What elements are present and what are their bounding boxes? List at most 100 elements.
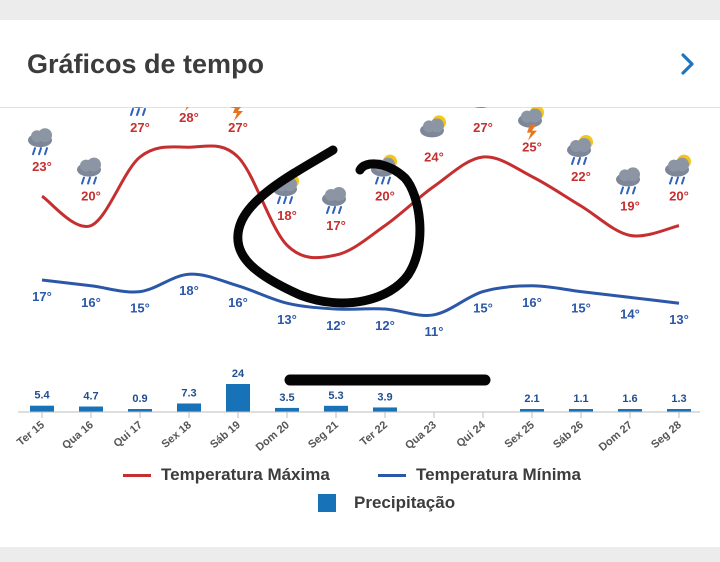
legend-item-max: Temperatura Máxima: [123, 465, 330, 485]
min-temp-label: 15°: [130, 301, 150, 316]
max-temp-label: 28°: [179, 110, 199, 125]
x-tick-label: Sáb 19: [208, 419, 243, 451]
x-tick-label: Dom 20: [254, 419, 292, 454]
hand-drawn-loop: [233, 145, 425, 308]
card-header[interactable]: Gráficos de tempo: [0, 20, 720, 108]
precip-bar: [177, 403, 201, 412]
chevron-right-icon[interactable]: [675, 50, 699, 78]
max-temp-label: 20°: [81, 189, 101, 204]
weather-chart: 23° 20° 27° 28° 27° 18° 17° 20° 24° 27° 25° 22° 19° 2…: [15, 107, 700, 454]
precip-label: 1.3: [671, 393, 686, 405]
precip-bar: [520, 409, 544, 412]
legend-label-min: Temperatura Mínima: [416, 465, 582, 484]
precip-bar: [373, 407, 397, 412]
legend-swatch-precip: [318, 494, 336, 512]
legend-label-max: Temperatura Máxima: [161, 465, 330, 484]
precip-label: 5.4: [34, 390, 50, 402]
x-tick-label: Sex 18: [159, 419, 193, 451]
max-temp-label: 27°: [473, 120, 493, 135]
precip-label: 24: [232, 368, 245, 380]
page-title: Gráficos de tempo: [27, 49, 265, 79]
min-temp-label: 16°: [81, 295, 101, 310]
x-tick-label: Seg 21: [306, 419, 341, 451]
max-temp-label: 19°: [620, 198, 640, 213]
x-tick-label: Ter 22: [358, 419, 390, 449]
chart-legend: Temperatura Máxima Temperatura Mínima Pr…: [0, 460, 720, 520]
min-temp-label: 12°: [326, 318, 346, 333]
x-axis: Ter 15 Qua 16 Qui 17 Sex 18 Sáb 19 Dom 20 Seg …: [15, 411, 700, 454]
max-temp-label: 24°: [424, 149, 444, 164]
legend-label-precip: Precipitação: [354, 493, 456, 512]
weather-icons: [28, 107, 691, 214]
legend-item-precip: Precipitação: [318, 493, 455, 513]
thunderstorm-sun-icon: [229, 107, 243, 121]
precip-label: 4.7: [83, 391, 98, 403]
min-temp-label: 18°: [179, 283, 199, 298]
min-temp-label: 15°: [473, 301, 493, 316]
temperature-lines: [41, 144, 680, 317]
min-temp-label: 13°: [277, 312, 297, 327]
precip-label: 3.5: [279, 392, 294, 404]
rain-cloud-icon: [77, 157, 101, 185]
sun-rain-cloud-icon: [665, 154, 691, 185]
max-temp-label: 17°: [326, 218, 346, 233]
precip-label: 2.1: [524, 393, 539, 405]
precip-label: 7.3: [181, 387, 196, 399]
min-temp-label: 15°: [571, 301, 591, 316]
x-tick-label: Qui 24: [454, 419, 488, 450]
precip-bar: [667, 409, 691, 412]
precip-bar: [30, 405, 54, 412]
precip-bar: [275, 407, 299, 412]
max-temp-label: 22°: [571, 169, 591, 184]
precip-bar: [618, 409, 642, 412]
x-tick-label: Sáb 26: [551, 419, 586, 451]
max-temp-label: 23°: [32, 159, 52, 174]
max-temp-label: 25°: [522, 140, 542, 155]
x-tick-label: Sex 25: [502, 419, 536, 451]
precip-label: 0.9: [132, 393, 147, 405]
max-temp-label: 18°: [277, 208, 297, 223]
rain-cloud-icon: [616, 167, 640, 195]
precip-label: 3.9: [377, 391, 392, 403]
x-tick-label: Qua 16: [60, 419, 96, 452]
sun-rain-cloud-icon: [567, 135, 593, 165]
thunderstorm-sun-icon: [518, 107, 544, 141]
legend-swatch-max: [123, 473, 151, 477]
precip-label: 1.1: [573, 393, 588, 405]
x-tick-label: Ter 15: [15, 419, 47, 449]
x-tick-label: Dom 27: [597, 419, 635, 454]
min-temp-label: 12°: [375, 318, 395, 333]
precip-bar: [226, 384, 250, 412]
min-temp-label: 13°: [669, 312, 689, 327]
rain-cloud-icon: [322, 187, 346, 214]
sun-cloud-icon: [420, 115, 446, 138]
hand-drawn-marks: [233, 145, 491, 386]
x-tick-label: Seg 28: [649, 419, 684, 451]
precip-bar: [324, 405, 348, 412]
precipitation-bars: 5.4 4.7 0.9 7.3 24 3.5 5.3 3.9 2.1 1.1 1.6 1.3: [30, 368, 691, 412]
x-tick-label: Qua 23: [403, 419, 439, 452]
legend-item-min: Temperatura Mínima: [378, 465, 581, 485]
x-tick-label: Qui 17: [111, 419, 144, 450]
precip-bar: [569, 409, 593, 412]
max-temp-label: 27°: [228, 120, 248, 135]
temperature-labels: 23° 20° 27° 28° 27° 18° 17° 20° 24° 27° 25° 22° 19° 2…: [32, 110, 689, 339]
series-line-min: [41, 272, 680, 317]
max-temp-label: 27°: [130, 120, 150, 135]
max-temp-label: 20°: [669, 189, 689, 204]
series-line-max: [41, 144, 680, 260]
sun-cloud-icon: [474, 107, 488, 108]
precip-bar: [79, 406, 103, 412]
thunderstorm-sun-icon: [185, 107, 189, 112]
min-temp-label: 14°: [620, 306, 640, 321]
min-temp-label: 16°: [228, 295, 248, 310]
precip-label: 5.3: [328, 390, 343, 402]
max-temp-label: 20°: [375, 189, 395, 204]
legend-swatch-min: [378, 473, 406, 477]
min-temp-label: 16°: [522, 295, 542, 310]
min-temp-label: 11°: [425, 324, 444, 339]
rain-cloud-icon: [28, 128, 52, 156]
precip-label: 1.6: [622, 393, 637, 405]
min-temp-label: 17°: [32, 289, 52, 304]
sun-rain-cloud-icon: [130, 107, 146, 116]
